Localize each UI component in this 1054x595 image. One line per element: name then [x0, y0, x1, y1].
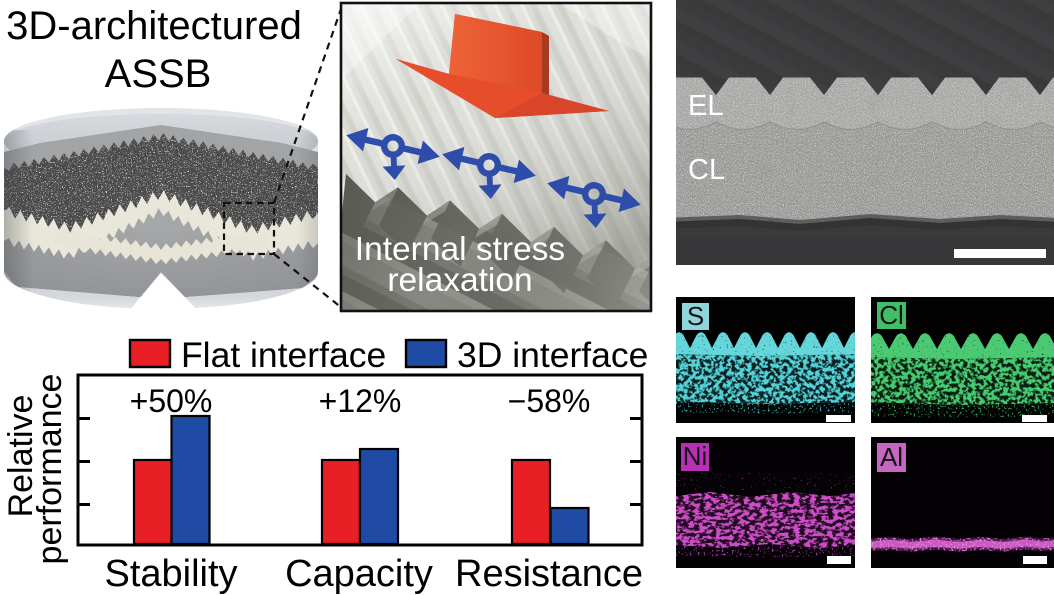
- svg-text:Ni: Ni: [683, 441, 708, 471]
- svg-text:+50%: +50%: [130, 383, 213, 419]
- svg-text:relaxation: relaxation: [387, 262, 532, 299]
- svg-text:S: S: [687, 301, 704, 331]
- svg-text:Cl: Cl: [879, 300, 904, 330]
- svg-text:Flat interface: Flat interface: [181, 335, 386, 375]
- svg-text:Resistance: Resistance: [455, 553, 643, 595]
- svg-text:CL: CL: [688, 154, 725, 186]
- svg-text:ASSB: ASSB: [105, 52, 212, 96]
- svg-text:EL: EL: [688, 90, 723, 122]
- svg-text:Capacity: Capacity: [285, 553, 433, 595]
- svg-text:Internal stress: Internal stress: [355, 231, 565, 268]
- svg-text:3D-architectured: 3D-architectured: [6, 4, 302, 48]
- svg-text:+12%: +12%: [319, 383, 402, 419]
- svg-text:performance: performance: [31, 374, 69, 565]
- svg-text:−58%: −58%: [508, 383, 591, 419]
- svg-text:Al: Al: [880, 442, 903, 472]
- svg-text:Stability: Stability: [104, 553, 237, 595]
- svg-text:3D interface: 3D interface: [457, 335, 648, 375]
- svg-text:Relative: Relative: [2, 395, 40, 518]
